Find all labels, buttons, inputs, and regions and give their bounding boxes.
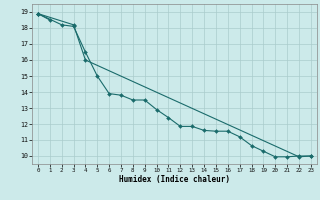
X-axis label: Humidex (Indice chaleur): Humidex (Indice chaleur) — [119, 175, 230, 184]
